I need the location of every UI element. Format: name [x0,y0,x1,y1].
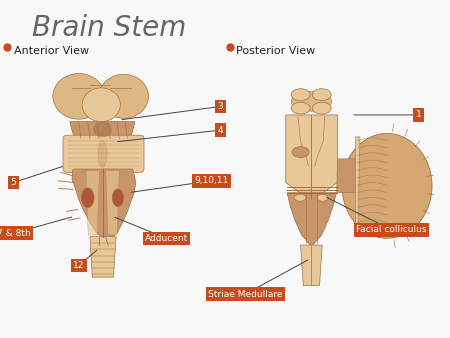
Ellipse shape [112,189,123,207]
Text: 1: 1 [416,111,421,119]
Text: 12: 12 [73,261,85,270]
Ellipse shape [291,89,310,101]
Ellipse shape [99,74,148,118]
Polygon shape [287,193,337,247]
Polygon shape [301,245,322,286]
Text: 3: 3 [218,102,223,111]
Ellipse shape [82,88,121,122]
Ellipse shape [312,89,331,101]
Polygon shape [337,159,358,193]
Text: 5: 5 [11,178,16,187]
Ellipse shape [291,102,310,114]
Text: Adducent: Adducent [145,234,188,243]
Polygon shape [72,169,136,242]
Text: Facial colliculus: Facial colliculus [356,225,427,234]
Ellipse shape [294,194,306,201]
Ellipse shape [291,92,332,111]
Ellipse shape [342,134,432,238]
Text: Anterior View: Anterior View [14,46,89,56]
Text: Brain Stem: Brain Stem [32,14,186,42]
Polygon shape [90,237,116,277]
Polygon shape [106,171,119,235]
Ellipse shape [81,188,94,208]
Ellipse shape [317,194,328,201]
Text: 9,10,11: 9,10,11 [194,176,229,185]
Text: Striae Medullare: Striae Medullare [208,290,283,298]
Polygon shape [286,115,338,201]
Text: 7 & 8th: 7 & 8th [0,229,31,238]
Text: 4: 4 [218,126,223,135]
Ellipse shape [312,102,331,114]
Ellipse shape [94,122,112,137]
Polygon shape [86,171,99,235]
Ellipse shape [53,74,104,119]
Text: Posterior View: Posterior View [236,46,315,56]
Ellipse shape [292,147,309,158]
Polygon shape [70,122,135,139]
Ellipse shape [98,140,107,167]
Polygon shape [356,137,360,235]
FancyBboxPatch shape [63,135,144,172]
